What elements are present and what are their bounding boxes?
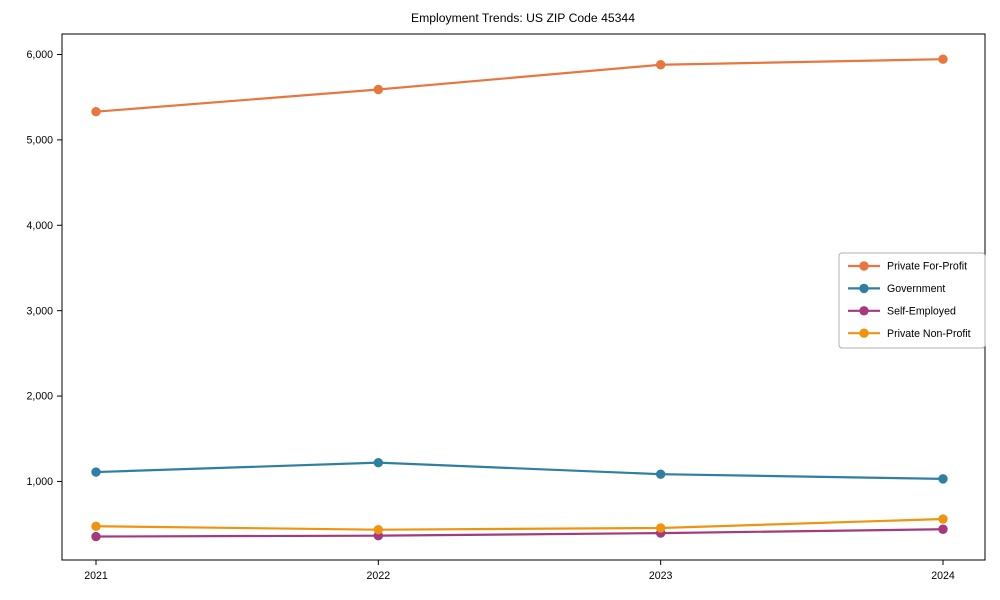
legend-marker <box>859 306 869 316</box>
x-tick-label: 2021 <box>84 570 108 582</box>
series-private-non-profit <box>91 514 948 535</box>
data-point-marker <box>655 60 666 70</box>
y-tick-label: 3,000 <box>26 305 53 317</box>
legend-label: Self-Employed <box>887 306 956 318</box>
x-tick-label: 2022 <box>367 570 391 582</box>
y-tick-label: 1,000 <box>26 476 53 488</box>
data-point-marker <box>373 457 384 468</box>
legend-item-private-for-profit: Private For-Profit <box>848 261 967 273</box>
legend-marker <box>859 328 869 338</box>
data-point-marker <box>938 514 948 524</box>
data-point-marker <box>938 524 948 534</box>
data-point-marker <box>373 84 384 95</box>
legend-item-government: Government <box>848 283 945 295</box>
legend: Private For-Profit Government Self-Employe… <box>838 252 986 349</box>
legend-label: Private For-Profit <box>887 261 967 273</box>
data-point-marker <box>373 524 384 535</box>
x-axis: 2021 2022 2023 2024 <box>84 560 955 582</box>
series-line <box>94 58 945 113</box>
data-point-marker <box>91 467 101 477</box>
y-tick-label: 4,000 <box>26 220 53 232</box>
series-line <box>94 461 945 480</box>
y-tick-label: 6,000 <box>26 49 53 61</box>
series-government <box>91 457 948 484</box>
y-axis: 1,000 2,000 3,000 4,000 5,000 6,000 <box>26 49 62 488</box>
legend-box <box>838 252 986 349</box>
chart-title: Employment Trends: US ZIP Code 45344 <box>411 11 635 25</box>
legend-item-private-non-profit: Private Non-Profit <box>848 328 971 340</box>
legend-item-self-employed: Self-Employed <box>848 306 956 318</box>
data-point-marker <box>655 469 666 479</box>
y-tick-label: 5,000 <box>26 134 53 146</box>
x-tick-label: 2024 <box>931 570 955 582</box>
data-point-marker <box>91 531 101 542</box>
series-private-for-profit <box>91 54 948 117</box>
data-point-marker <box>91 521 101 531</box>
x-tick-label: 2023 <box>649 570 673 582</box>
series-line <box>94 528 945 538</box>
legend-label: Private Non-Profit <box>887 328 971 340</box>
data-point-marker <box>938 474 948 484</box>
series-line <box>94 517 945 531</box>
data-point-marker <box>91 107 101 117</box>
y-tick-label: 2,000 <box>26 391 53 403</box>
legend-marker <box>859 283 869 294</box>
legend-label: Government <box>887 283 945 295</box>
legend-marker <box>859 261 869 271</box>
data-point-marker <box>655 523 666 533</box>
data-point-marker <box>938 54 948 64</box>
